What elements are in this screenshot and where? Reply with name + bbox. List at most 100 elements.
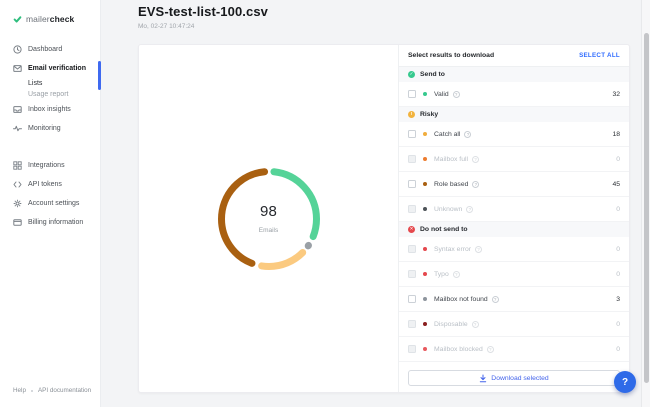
- sidebar-item-label: API tokens: [28, 181, 62, 188]
- info-icon[interactable]: ?: [472, 155, 479, 163]
- category-dot-typo: [422, 271, 427, 277]
- section-header-send-to: ✓ Send to: [399, 67, 629, 82]
- donut-unit-label: Emails: [258, 227, 279, 234]
- panel-title: Select results to download: [408, 52, 495, 59]
- info-icon[interactable]: ?: [486, 345, 494, 353]
- help-button[interactable]: ?: [614, 371, 636, 393]
- sidebar-item-integrations[interactable]: Integrations: [0, 156, 100, 175]
- sidebar-item-dashboard[interactable]: Dashboard: [0, 40, 100, 59]
- cross-circle-icon: ✕: [408, 226, 415, 233]
- sidebar-item-email-verification[interactable]: Email verification: [0, 59, 100, 78]
- email-verification-icon: [13, 64, 22, 73]
- checkbox-unknown[interactable]: [408, 205, 416, 213]
- sidebar-item-label: Email verification: [28, 65, 86, 72]
- donut-svg: [217, 167, 320, 270]
- footer-link-api-documentation[interactable]: API documentation: [37, 387, 92, 394]
- checkbox-syntax-error[interactable]: [408, 245, 416, 253]
- account-settings-icon: [13, 199, 22, 208]
- results-panel: Select results to download SELECT ALL ✓ S…: [398, 45, 629, 392]
- logo[interactable]: mailercheck: [0, 0, 100, 24]
- sidebar-item-monitoring[interactable]: Monitoring: [0, 119, 100, 138]
- monitoring-icon: [13, 124, 22, 133]
- billing-icon: [13, 218, 22, 227]
- checkbox-mailbox-not-found[interactable]: [408, 295, 416, 303]
- panel-header: Select results to download SELECT ALL: [399, 45, 629, 67]
- sidebar-item-api-tokens[interactable]: API tokens: [0, 175, 100, 194]
- checkbox-disposable[interactable]: [408, 320, 416, 328]
- sidebar-item-label: Monitoring: [28, 125, 61, 132]
- info-icon[interactable]: ?: [475, 245, 483, 253]
- sidebar-item-usage-report[interactable]: Usage report: [0, 89, 100, 100]
- check-logo-icon: [13, 15, 22, 24]
- page-timestamp: Mo, 02-27 10:47:24: [138, 23, 195, 30]
- row-label: Unknown: [434, 205, 463, 213]
- row-label: Valid: [434, 90, 449, 98]
- info-icon[interactable]: ?: [466, 205, 474, 213]
- info-icon[interactable]: ?: [472, 180, 480, 188]
- row-count: 0: [616, 245, 620, 253]
- api-tokens-icon: [13, 180, 22, 189]
- row-label: Mailbox not found: [434, 295, 488, 303]
- integrations-icon: [13, 161, 22, 170]
- panel-sections: ✓ Send to Valid? 32! Risky Catch all? 18 Mailbo…: [399, 67, 629, 362]
- sidebar-item-label: Account settings: [28, 200, 80, 207]
- info-icon[interactable]: ?: [471, 320, 479, 328]
- chart-area: 98 Emails: [139, 45, 398, 392]
- sidebar-item-account-settings[interactable]: Account settings: [0, 194, 100, 213]
- inbox-insights-icon: [13, 105, 22, 114]
- info-icon[interactable]: ?: [491, 295, 499, 303]
- checkbox-mailbox-blocked[interactable]: [408, 345, 416, 353]
- info-icon[interactable]: ?: [464, 130, 472, 138]
- donut-segment-valid: [217, 167, 320, 270]
- row-count: 18: [612, 130, 620, 138]
- row-count: 0: [616, 270, 620, 278]
- donut-total-value: 98: [259, 203, 278, 220]
- row-label: Mailbox blocked: [434, 345, 483, 353]
- dashboard-icon: [13, 45, 22, 54]
- checkbox-mailbox-full[interactable]: [408, 155, 416, 163]
- sidebar-item-label: Inbox insights: [28, 106, 71, 113]
- checkbox-role-based[interactable]: [408, 180, 416, 188]
- section-header-risky: ! Risky: [399, 107, 629, 122]
- page-title: EVS-test-list-100.csv: [138, 4, 268, 19]
- row-label: Typo: [434, 270, 449, 278]
- info-icon[interactable]: ?: [452, 90, 460, 98]
- checkbox-typo[interactable]: [408, 270, 416, 278]
- category-dot-catch-all: [422, 131, 427, 137]
- row-count: 0: [616, 155, 620, 163]
- section-header-do-not-send-to: ✕ Do not send to: [399, 222, 629, 237]
- result-row-mailbox-not-found: Mailbox not found? 3: [399, 287, 629, 312]
- info-icon[interactable]: ?: [452, 270, 460, 278]
- sidebar-nav-main: Dashboard Email verification Lists Usage re…: [0, 40, 100, 138]
- sidebar-item-label: Lists: [28, 80, 43, 87]
- footer-link-help[interactable]: Help: [13, 387, 26, 394]
- sidebar-item-label: Billing information: [28, 219, 84, 226]
- row-label: Syntax error: [434, 245, 472, 253]
- sidebar-item-inbox-insights[interactable]: Inbox insights: [0, 100, 100, 119]
- category-dot-unknown: [422, 206, 427, 212]
- category-dot-syntax-error: [422, 246, 427, 252]
- results-donut-chart: 98 Emails: [213, 163, 325, 275]
- category-dot-role-based: [422, 181, 427, 187]
- section-label: Do not send to: [420, 226, 468, 233]
- category-dot-valid: [422, 91, 427, 97]
- row-label: Disposable: [434, 320, 468, 328]
- result-row-syntax-error: Syntax error? 0: [399, 237, 629, 262]
- select-all-button[interactable]: SELECT ALL: [579, 52, 620, 59]
- row-count: 45: [612, 180, 620, 188]
- sidebar-item-lists[interactable]: Lists: [0, 78, 100, 89]
- sidebar-item-billing-information[interactable]: Billing information: [0, 213, 100, 232]
- download-selected-button[interactable]: Download selected: [408, 370, 620, 386]
- check-circle-icon: ✓: [408, 71, 415, 78]
- scrollbar-thumb[interactable]: [643, 33, 649, 383]
- row-count: 0: [616, 205, 620, 213]
- checkbox-catch-all[interactable]: [408, 130, 416, 138]
- scrollbar-track[interactable]: [641, 0, 650, 407]
- checkbox-valid[interactable]: [408, 90, 416, 98]
- result-row-unknown: Unknown? 0: [399, 197, 629, 222]
- category-dot-mailbox-full: [422, 156, 427, 162]
- result-row-role-based: Role based? 45: [399, 172, 629, 197]
- sidebar-item-label: Dashboard: [28, 46, 63, 53]
- sidebar-nav-secondary: Integrations API tokens Account settings Bi…: [0, 156, 100, 232]
